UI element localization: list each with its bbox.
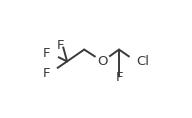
Text: Cl: Cl bbox=[137, 55, 150, 68]
Text: F: F bbox=[42, 67, 50, 80]
Text: F: F bbox=[115, 71, 123, 84]
Text: O: O bbox=[97, 55, 108, 68]
Text: F: F bbox=[42, 47, 50, 60]
Text: F: F bbox=[57, 39, 64, 52]
